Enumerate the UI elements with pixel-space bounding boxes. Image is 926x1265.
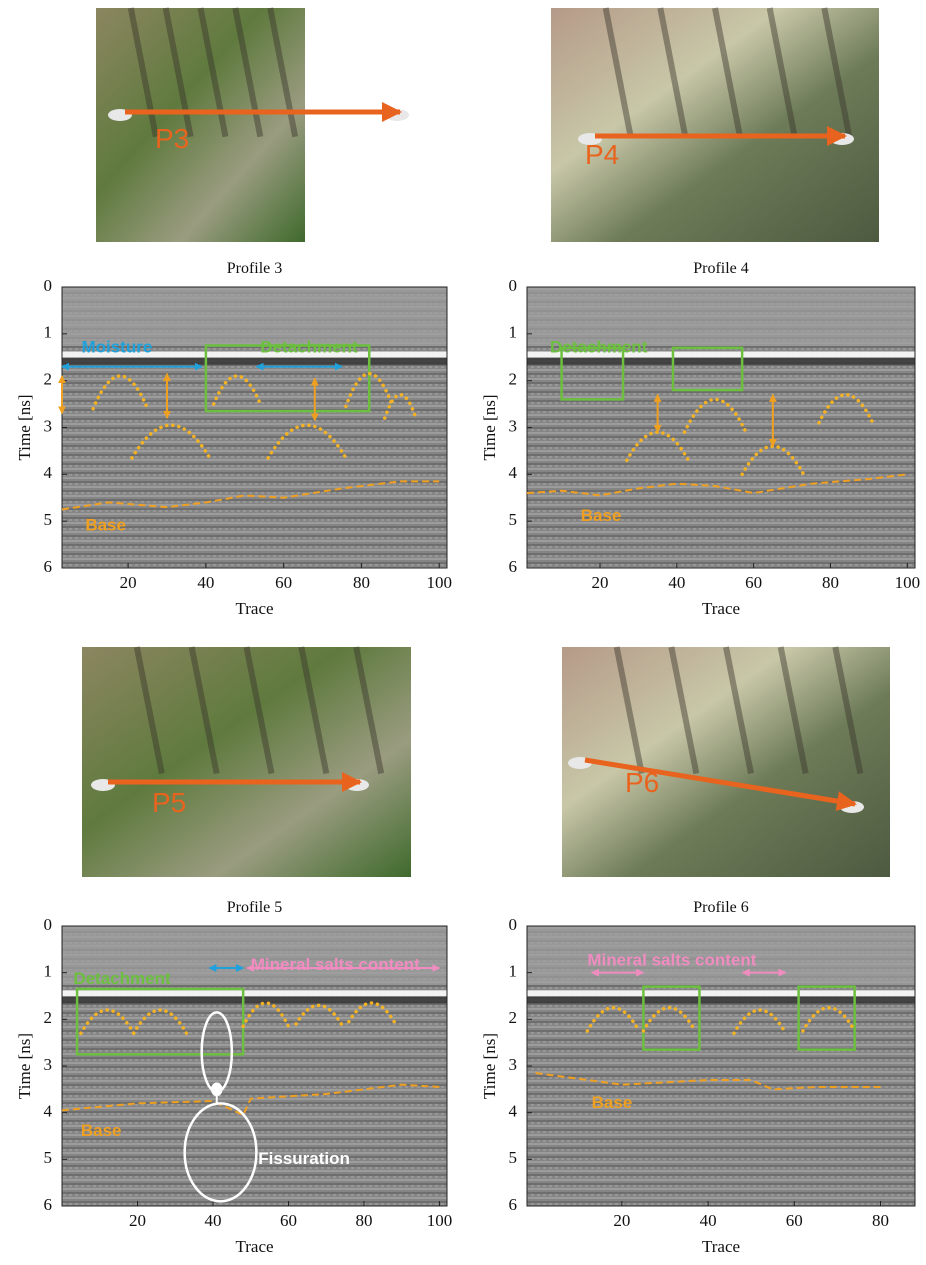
y-tick-label: 3	[509, 1055, 518, 1074]
y-tick-label: 1	[509, 323, 518, 342]
x-axis-label: Trace	[702, 599, 740, 618]
x-tick-label: 80	[872, 1211, 889, 1230]
chart-title: Profile 6	[693, 899, 749, 916]
y-tick-label: 5	[44, 510, 53, 529]
x-tick-label: 20	[120, 573, 137, 592]
y-tick-label: 5	[509, 1148, 518, 1167]
y-tick-label: 0	[509, 915, 518, 934]
x-tick-label: 60	[275, 573, 292, 592]
y-axis-label: Time [ns]	[480, 395, 499, 461]
x-tick-label: 40	[204, 1211, 221, 1230]
photo-label: P5	[152, 787, 186, 818]
page: {"chart_data": [ {"type": "radargram", "…	[0, 0, 926, 1265]
x-axis-label: Trace	[235, 1237, 273, 1256]
panel: P3 0 1 2 3 4 5 6 20 40 60 80 100 Profile 3 Trace Time […	[15, 8, 452, 618]
y-tick-label: 1	[509, 962, 518, 981]
chart-title: Profile 5	[227, 899, 283, 916]
panel: P6 0 1 2 3 4 5 6 20 40 60 80 Profile 6 Trace Time [ns]…	[480, 647, 915, 1256]
annotation: Detachment	[260, 337, 358, 356]
y-tick-label: 3	[509, 416, 518, 435]
y-tick-label: 2	[509, 370, 518, 389]
panel: P4 0 1 2 3 4 5 6 20 40 60 80 100 Profile 4 Trace Time […	[480, 8, 920, 618]
x-tick-label: 20	[129, 1211, 146, 1230]
y-tick-label: 1	[44, 962, 53, 981]
annotation: Base	[81, 1121, 122, 1140]
x-tick-label: 100	[895, 573, 921, 592]
y-tick-label: 2	[509, 1008, 518, 1027]
annotation: Moisture	[81, 337, 152, 356]
surface-reflection-dark	[62, 996, 447, 1003]
annotation: Detachment	[73, 969, 171, 988]
y-axis-label: Time [ns]	[15, 395, 34, 461]
x-tick-label: 60	[745, 573, 762, 592]
y-tick-label: 5	[509, 510, 518, 529]
x-tick-label: 40	[197, 573, 214, 592]
annotation: Detachment	[550, 337, 648, 356]
y-tick-label: 0	[44, 915, 53, 934]
y-tick-label: 6	[509, 557, 518, 576]
x-tick-label: 100	[426, 573, 452, 592]
y-tick-label: 5	[44, 1148, 53, 1167]
y-tick-label: 2	[44, 1008, 53, 1027]
x-tick-label: 20	[591, 573, 608, 592]
surface-reflection	[62, 990, 447, 996]
x-tick-label: 20	[613, 1211, 630, 1230]
y-tick-label: 3	[44, 1055, 53, 1074]
x-tick-label: 100	[427, 1211, 453, 1230]
x-tick-label: 60	[280, 1211, 297, 1230]
y-tick-label: 1	[44, 323, 53, 342]
x-tick-label: 40	[668, 573, 685, 592]
y-tick-label: 3	[44, 416, 53, 435]
photo-label: P3	[155, 123, 189, 154]
y-axis-label: Time [ns]	[480, 1033, 499, 1099]
y-tick-label: 0	[509, 276, 518, 295]
surface-reflection-dark	[62, 358, 447, 365]
y-tick-label: 4	[509, 463, 518, 482]
annotation: Mineral salts content	[587, 950, 756, 969]
figure: P3012345620406080100Profile 3TraceTime […	[0, 0, 926, 1265]
y-tick-label: 4	[44, 463, 53, 482]
annotation: Base	[592, 1093, 633, 1112]
y-tick-label: 6	[44, 557, 53, 576]
photo	[96, 8, 305, 242]
surface-reflection	[527, 990, 915, 996]
photo-label: P4	[585, 139, 619, 170]
y-axis-label: Time [ns]	[15, 1033, 34, 1099]
surface-reflection-dark	[527, 996, 915, 1003]
y-tick-label: 4	[44, 1102, 53, 1121]
photo-label: P6	[625, 767, 659, 798]
x-tick-label: 80	[355, 1211, 372, 1230]
y-tick-label: 4	[509, 1102, 518, 1121]
panel: P5 0 1 2 3 4 5 6 20 40 60 80 100 Profile 5 Trace Time […	[15, 647, 452, 1256]
x-tick-label: 80	[822, 573, 839, 592]
x-tick-label: 80	[353, 573, 370, 592]
x-axis-label: Trace	[702, 1237, 740, 1256]
annotation: Mineral salts content	[251, 955, 420, 974]
y-tick-label: 6	[509, 1195, 518, 1214]
y-tick-label: 0	[44, 276, 53, 295]
x-tick-label: 60	[786, 1211, 803, 1230]
annotation: Base	[85, 515, 126, 534]
x-axis-label: Trace	[235, 599, 273, 618]
annotation: Base	[581, 506, 622, 525]
x-tick-label: 40	[700, 1211, 717, 1230]
chart-title: Profile 4	[693, 260, 749, 277]
y-tick-label: 2	[44, 370, 53, 389]
y-tick-label: 6	[44, 1195, 53, 1214]
annotation: Fissuration	[258, 1149, 350, 1168]
chart-title: Profile 3	[227, 260, 283, 277]
surface-reflection-dark	[527, 358, 915, 365]
